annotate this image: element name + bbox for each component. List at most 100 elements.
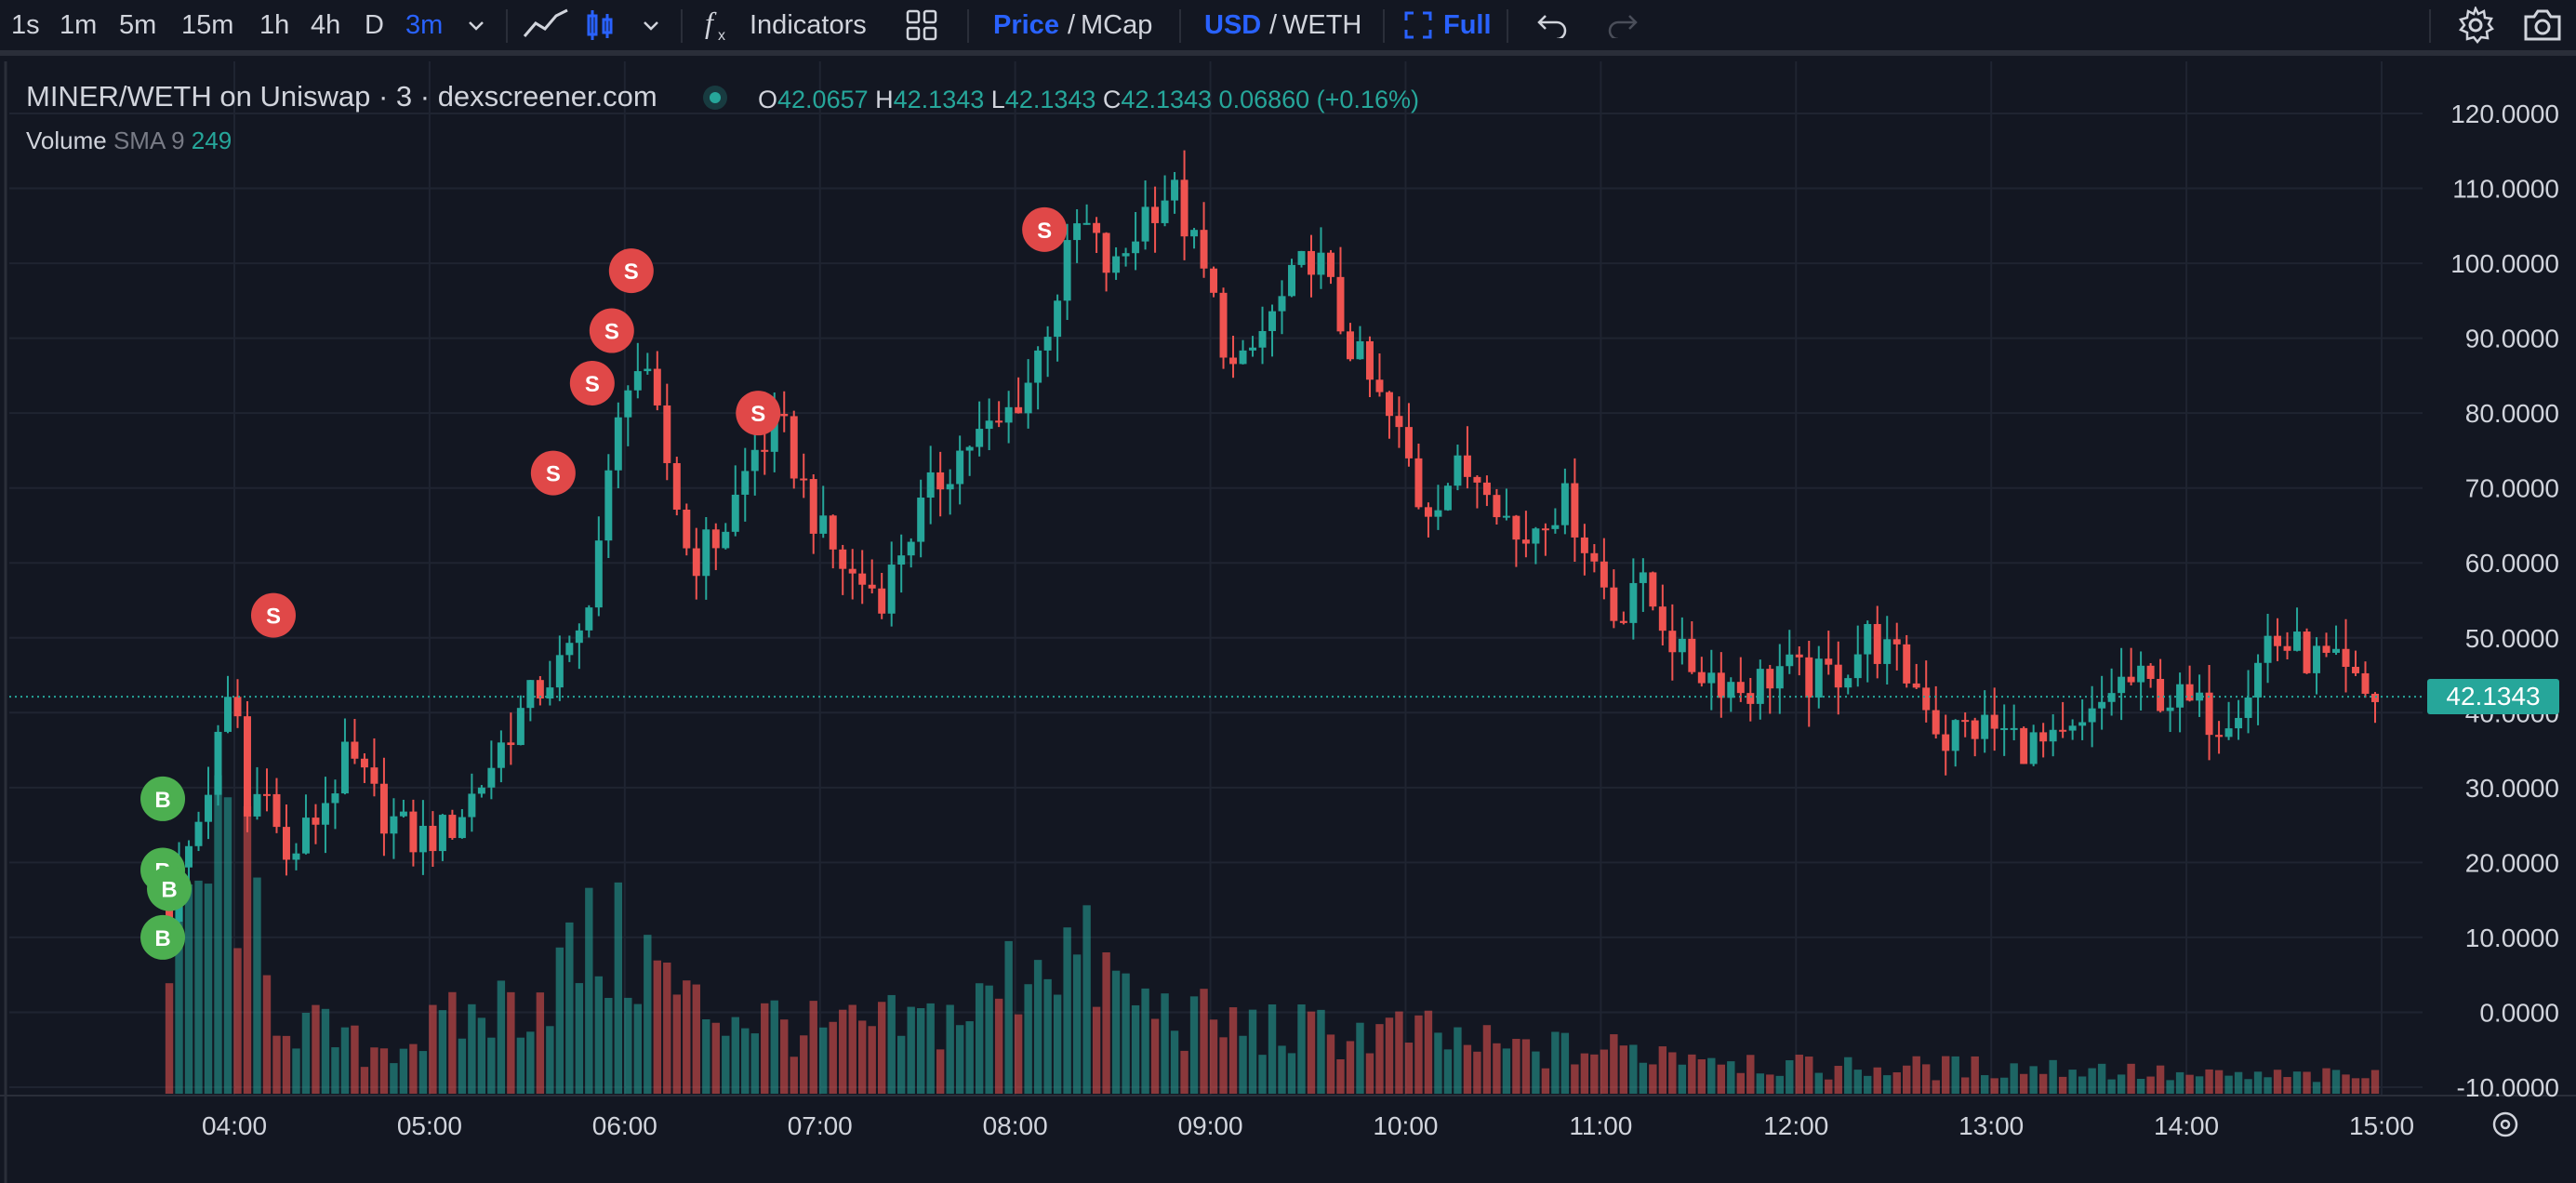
- candle-body: [2049, 729, 2057, 742]
- candle-body: [1961, 720, 1970, 723]
- volume-bar: [975, 983, 984, 1094]
- interval-3m[interactable]: 3m: [405, 10, 444, 40]
- high-label: H: [875, 86, 894, 113]
- volume-bar: [1756, 1073, 1764, 1094]
- volume-bar: [663, 963, 671, 1094]
- candle-body: [1336, 276, 1345, 332]
- candle-body: [185, 845, 193, 868]
- interval-1m[interactable]: 1m: [60, 10, 98, 40]
- candle-body: [1210, 268, 1218, 293]
- weth-toggle[interactable]: WETH: [1282, 10, 1362, 40]
- candle-body: [819, 515, 828, 534]
- chart-symbol-title: MINER/WETH on Uniswap · 3 · dexscreener.…: [26, 80, 657, 113]
- volume-bar: [1619, 1045, 1628, 1094]
- settings-gear-icon[interactable]: [2457, 0, 2494, 50]
- candle-body: [2205, 692, 2213, 736]
- candle-body: [1054, 300, 1062, 338]
- toolbar-divider: [506, 9, 508, 43]
- candle-body: [1580, 537, 1588, 553]
- candle-body: [633, 371, 642, 391]
- usd-weth-separator: /: [1269, 10, 1278, 40]
- sell-marker: S: [530, 450, 576, 496]
- undo-icon[interactable]: [1536, 0, 1568, 50]
- fullscreen-icon[interactable]: [1404, 0, 1432, 50]
- price-toggle[interactable]: Price: [993, 10, 1059, 40]
- indicators-button[interactable]: Indicators: [750, 10, 867, 40]
- time-axis-label: 08:00: [983, 1111, 1048, 1140]
- volume-bar: [1180, 1050, 1188, 1094]
- volume-bar: [1268, 1004, 1277, 1094]
- volume-bar: [644, 935, 652, 1094]
- volume-bar: [1004, 940, 1013, 1094]
- candle-body: [2244, 698, 2252, 718]
- time-axis-label: 15:00: [2349, 1111, 2414, 1140]
- candle-body: [1454, 455, 1462, 486]
- volume-bar: [223, 797, 232, 1094]
- volume-bar: [1228, 1007, 1238, 1094]
- interval-4h[interactable]: 4h: [311, 10, 341, 40]
- volume-bar: [1502, 1048, 1511, 1094]
- redo-icon[interactable]: [1607, 0, 1639, 50]
- interval-1h[interactable]: 1h: [259, 10, 290, 40]
- time-axis-label: 12:00: [1763, 1111, 1828, 1140]
- trade-marker-circle: [1022, 206, 1068, 252]
- candle-body: [526, 680, 535, 709]
- volume-bar: [1131, 1004, 1140, 1094]
- candle-body: [233, 697, 242, 717]
- candlestick-chart-icon[interactable]: [583, 0, 617, 50]
- svg-text:f: f: [705, 7, 717, 39]
- full-button[interactable]: Full: [1443, 10, 1492, 40]
- trade-marker-circle: [569, 360, 615, 405]
- volume-bar: [965, 1021, 974, 1094]
- volume-bar: [1834, 1066, 1842, 1094]
- volume-bar: [1883, 1075, 1892, 1094]
- volume-bar: [214, 775, 222, 1094]
- candle-body: [1922, 687, 1931, 711]
- candle-body: [1619, 620, 1627, 623]
- volume-bar: [653, 960, 662, 1094]
- candle-body: [936, 472, 945, 490]
- candle-body: [2303, 631, 2311, 673]
- interval-15m[interactable]: 15m: [181, 10, 234, 40]
- candle-body: [1424, 507, 1432, 517]
- volume-bar: [1317, 1009, 1325, 1094]
- chart-type-dropdown-chevron-icon[interactable]: [642, 0, 660, 50]
- line-chart-icon[interactable]: [523, 0, 569, 50]
- candle-body: [262, 793, 271, 796]
- usd-toggle[interactable]: USD: [1204, 10, 1262, 40]
- mcap-toggle[interactable]: MCap: [1081, 10, 1153, 40]
- candle-body: [1004, 406, 1013, 423]
- candle-body: [1892, 639, 1901, 645]
- trade-marker-label: S: [266, 605, 281, 630]
- volume-bar: [1960, 1077, 1970, 1094]
- candle-body: [2283, 645, 2291, 651]
- interval-1s[interactable]: 1s: [11, 10, 40, 40]
- volume-bar: [2117, 1074, 2126, 1094]
- candle-body: [2088, 708, 2096, 723]
- candle-body: [301, 817, 310, 854]
- volume-bar: [1649, 1064, 1657, 1094]
- camera-snapshot-icon[interactable]: [2522, 0, 2563, 50]
- price-axis-label: 110.0000: [2452, 175, 2559, 204]
- candle-body: [956, 450, 964, 485]
- volume-bar: [1375, 1024, 1384, 1094]
- volume-bar: [1775, 1075, 1784, 1094]
- layouts-grid-icon[interactable]: [906, 0, 937, 50]
- volume-bar: [692, 984, 700, 1094]
- interval-5m[interactable]: 5m: [119, 10, 157, 40]
- volume-bar: [2370, 1070, 2380, 1094]
- trade-marker-label: S: [604, 320, 619, 345]
- toolbar-divider: [2429, 9, 2431, 43]
- volume-bar: [1814, 1072, 1823, 1094]
- candle-body: [672, 462, 681, 510]
- price-chart[interactable]: BBBBSSSSSSS120.0000110.0000100.000090.00…: [0, 61, 2576, 1183]
- candle-body: [321, 803, 329, 825]
- candle-body: [1073, 223, 1082, 241]
- interval-dropdown-chevron-icon[interactable]: [467, 0, 485, 50]
- volume-bar: [2166, 1080, 2174, 1094]
- sell-marker: S: [608, 248, 654, 294]
- candle-body: [1239, 350, 1247, 365]
- interval-d[interactable]: D: [365, 10, 384, 40]
- chart-area[interactable]: BBBBSSSSSSS120.0000110.0000100.000090.00…: [0, 61, 2576, 1183]
